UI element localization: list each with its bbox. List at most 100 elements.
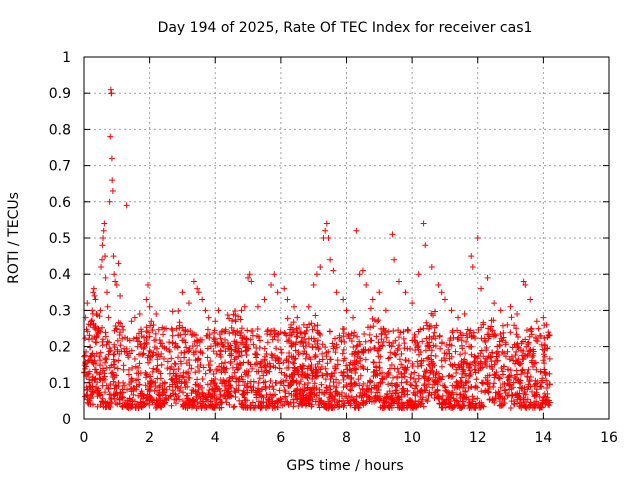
data-point	[468, 333, 475, 340]
data-point	[286, 390, 293, 397]
data-point	[491, 331, 498, 338]
data-point	[91, 352, 98, 359]
data-point	[106, 198, 113, 205]
x-axis-label: GPS time / hours	[286, 458, 403, 474]
data-point	[474, 235, 481, 241]
data-point	[310, 335, 317, 342]
data-point	[475, 360, 482, 367]
data-point	[457, 391, 464, 398]
data-point	[179, 324, 186, 331]
data-point	[542, 398, 549, 405]
data-point	[385, 404, 392, 411]
data-point	[228, 392, 235, 399]
data-point	[504, 374, 511, 381]
data-point	[543, 321, 550, 328]
data-point	[339, 350, 346, 357]
data-point	[312, 312, 319, 319]
data-point	[500, 329, 507, 336]
data-point	[490, 384, 497, 391]
data-point	[484, 274, 491, 281]
data-point	[204, 326, 211, 333]
data-point	[296, 380, 303, 387]
data-point	[284, 315, 291, 322]
data-point	[466, 343, 473, 350]
data-point	[174, 344, 181, 351]
data-point	[154, 356, 161, 363]
x-tick-label: 6	[276, 430, 285, 446]
data-point	[368, 337, 375, 344]
data-point	[356, 382, 363, 389]
data-point	[99, 367, 106, 374]
data-point	[519, 366, 526, 373]
data-point	[325, 235, 332, 241]
data-point	[229, 373, 236, 380]
data-point	[362, 400, 369, 407]
data-point	[489, 397, 496, 404]
data-point	[303, 392, 310, 399]
data-point	[182, 384, 189, 391]
data-point	[326, 394, 333, 401]
data-point	[255, 385, 262, 392]
data-point	[499, 322, 506, 329]
data-point	[401, 364, 408, 371]
data-point	[105, 351, 112, 358]
data-point	[529, 363, 536, 370]
data-point	[263, 391, 270, 398]
data-point	[179, 337, 186, 344]
data-point	[303, 351, 310, 358]
data-point	[329, 340, 336, 347]
data-point	[127, 385, 134, 392]
data-point	[388, 361, 395, 368]
data-point	[156, 337, 163, 344]
data-point	[110, 356, 117, 363]
data-point	[397, 329, 404, 336]
y-tick-label: 1	[62, 50, 71, 66]
data-point	[333, 344, 340, 351]
data-point	[377, 380, 384, 387]
data-point	[403, 402, 410, 409]
data-point	[426, 362, 433, 369]
data-point	[268, 282, 275, 289]
data-point	[103, 364, 110, 371]
data-point	[202, 307, 209, 314]
data-point	[515, 376, 522, 383]
data-point	[347, 386, 354, 393]
data-point	[180, 389, 187, 396]
data-point	[188, 404, 195, 411]
data-point	[112, 323, 119, 330]
data-point	[490, 380, 497, 387]
data-point	[395, 334, 402, 341]
data-point	[104, 338, 111, 345]
data-point	[135, 330, 142, 337]
data-point	[410, 389, 417, 396]
data-point	[497, 331, 504, 338]
data-point	[356, 392, 363, 399]
data-point	[382, 307, 389, 314]
data-point	[533, 386, 540, 393]
data-point	[290, 319, 297, 326]
data-point	[452, 348, 459, 355]
data-point	[107, 381, 114, 388]
data-point	[506, 356, 513, 363]
data-point	[464, 334, 471, 341]
data-point	[226, 401, 233, 408]
data-point	[391, 400, 397, 407]
data-point	[145, 359, 152, 366]
data-point	[154, 362, 161, 369]
data-point	[261, 356, 268, 363]
data-point	[374, 394, 381, 401]
data-point	[389, 397, 396, 404]
data-point	[157, 375, 164, 382]
data-point	[186, 375, 193, 382]
data-point	[408, 382, 415, 389]
data-point	[357, 363, 364, 370]
data-point	[153, 351, 160, 358]
data-point	[428, 352, 435, 359]
data-point	[455, 401, 462, 408]
data-point	[195, 386, 202, 393]
data-point	[442, 404, 449, 411]
data-point	[438, 357, 445, 364]
data-point	[86, 383, 93, 390]
data-point	[356, 357, 363, 364]
data-point	[474, 395, 481, 402]
